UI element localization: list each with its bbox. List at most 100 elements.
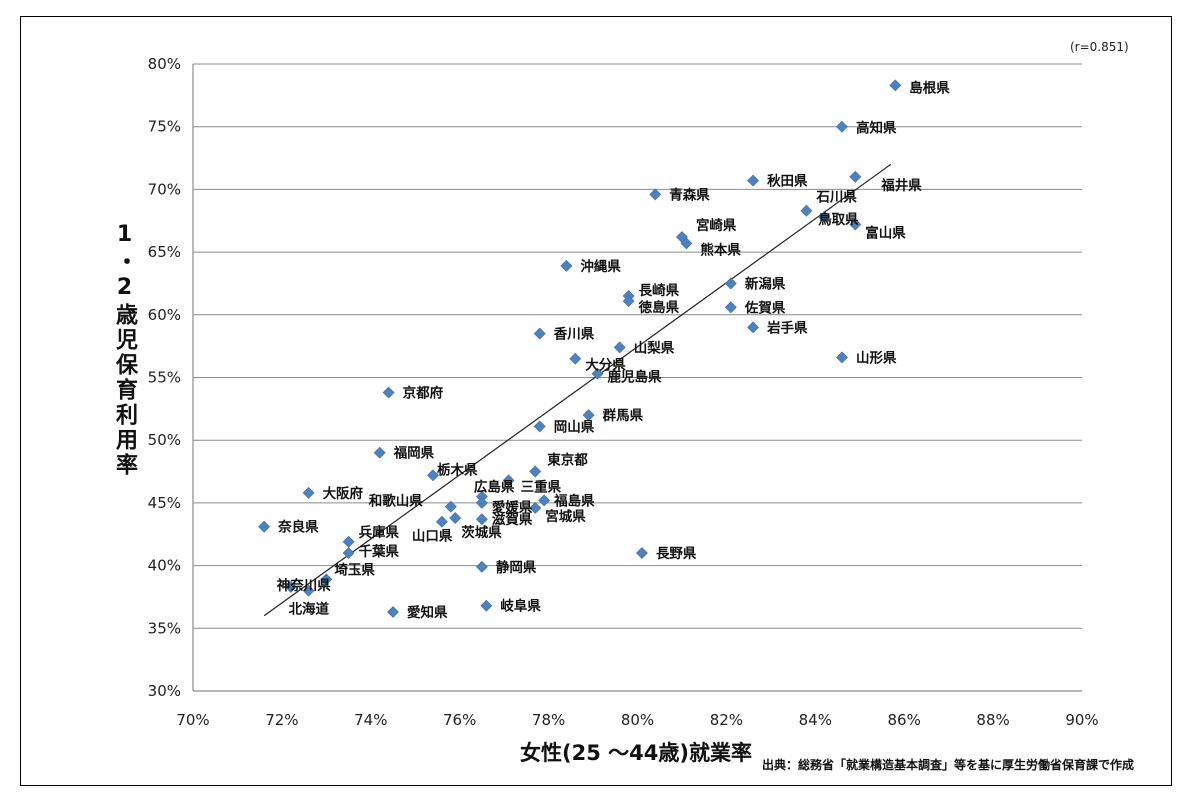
y-tick-label: 40% bbox=[148, 557, 181, 575]
data-point bbox=[302, 584, 315, 597]
gridlines bbox=[193, 63, 1082, 629]
y-axis-label: 1・2歳児保育利用率 bbox=[112, 222, 137, 478]
data-point bbox=[747, 174, 759, 187]
y-tick-label: 80% bbox=[148, 55, 181, 73]
point-label: 新潟県 bbox=[745, 275, 786, 292]
point-label: 福岡県 bbox=[393, 445, 435, 462]
point-label: 大分県 bbox=[585, 357, 626, 374]
x-tick-label: 72% bbox=[265, 711, 298, 729]
point-label: 栃木県 bbox=[437, 461, 478, 478]
point-label: 福島県 bbox=[553, 492, 595, 509]
x-tick-label: 74% bbox=[354, 711, 387, 729]
chart-frame bbox=[20, 16, 1172, 786]
data-point bbox=[342, 547, 355, 559]
data-point bbox=[476, 560, 488, 573]
x-axis-label: 女性(25 ～44歳)就業率 bbox=[520, 741, 752, 765]
point-label: 京都府 bbox=[403, 385, 444, 402]
point-label: 山梨県 bbox=[634, 339, 675, 356]
x-tick-label: 88% bbox=[976, 711, 1009, 729]
point-label: 宮城県 bbox=[545, 508, 586, 525]
point-label: 島根県 bbox=[909, 79, 950, 96]
data-point bbox=[533, 327, 546, 340]
point-label: 兵庫県 bbox=[359, 524, 400, 541]
point-label: 広島県 bbox=[474, 479, 515, 496]
data-point bbox=[724, 277, 737, 290]
point-label: 愛知県 bbox=[407, 604, 448, 621]
data-point bbox=[569, 352, 582, 365]
data-point bbox=[480, 599, 493, 612]
y-tick-label: 75% bbox=[148, 118, 181, 136]
source-note: 出典：総務省「就業構造基本調査」等を基に厚生労働省保育課で作成 bbox=[762, 758, 1135, 772]
point-label: 静岡県 bbox=[496, 559, 537, 576]
x-tick-label: 76% bbox=[443, 711, 476, 729]
x-tick-label: 84% bbox=[799, 711, 832, 729]
point-label: 岡山県 bbox=[554, 419, 595, 435]
data-point bbox=[502, 474, 515, 487]
data-point bbox=[591, 367, 604, 380]
point-label: 滋賀県 bbox=[492, 511, 533, 528]
point-label: 愛媛県 bbox=[492, 499, 533, 516]
data-point bbox=[622, 295, 635, 307]
data-point bbox=[320, 573, 333, 586]
point-label: 宮崎県 bbox=[696, 217, 737, 234]
point-label: 神奈川県 bbox=[277, 577, 331, 594]
point-label: 和歌山県 bbox=[369, 493, 423, 510]
x-tick-label: 90% bbox=[1065, 711, 1098, 729]
x-tick-label: 80% bbox=[621, 711, 654, 729]
point-label: 青森県 bbox=[669, 186, 710, 203]
correlation-label: (r=0.851) bbox=[1070, 40, 1129, 54]
y-tick-label: 45% bbox=[148, 494, 181, 512]
point-label: 奈良県 bbox=[277, 519, 319, 536]
data-point bbox=[836, 351, 848, 364]
data-point bbox=[849, 218, 862, 231]
point-label: 石川県 bbox=[815, 190, 857, 206]
y-tick-label: 65% bbox=[148, 243, 181, 261]
data-point bbox=[836, 120, 848, 133]
data-point bbox=[444, 500, 457, 513]
y-tick-label: 60% bbox=[148, 306, 181, 324]
point-label: 東京都 bbox=[547, 452, 588, 469]
data-point bbox=[560, 259, 573, 272]
data-point bbox=[284, 580, 297, 593]
data-point bbox=[818, 211, 831, 223]
point-label: 福井県 bbox=[880, 177, 922, 194]
data-point bbox=[649, 188, 662, 201]
data-point bbox=[889, 79, 902, 92]
point-label: 長野県 bbox=[656, 546, 697, 562]
data-points bbox=[258, 79, 902, 618]
point-label: 千葉県 bbox=[359, 543, 400, 560]
data-point bbox=[529, 501, 542, 514]
data-point bbox=[427, 469, 439, 482]
y-tick-label: 30% bbox=[148, 682, 181, 700]
point-label: 山形県 bbox=[856, 350, 897, 366]
point-label: 沖縄県 bbox=[580, 258, 621, 275]
point-label: 鳥取県 bbox=[818, 211, 859, 228]
data-point bbox=[258, 520, 271, 533]
point-label: 大阪府 bbox=[323, 485, 364, 502]
data-point bbox=[849, 170, 862, 183]
trendline bbox=[263, 163, 892, 617]
point-label: 徳島県 bbox=[638, 299, 680, 316]
y-tick-label: 35% bbox=[148, 619, 181, 637]
y-tick-label: 50% bbox=[148, 431, 181, 449]
data-point bbox=[382, 386, 395, 399]
point-label: 香川県 bbox=[553, 326, 595, 343]
data-point bbox=[529, 465, 542, 478]
axes bbox=[192, 64, 1082, 692]
data-point bbox=[435, 515, 448, 528]
data-point bbox=[387, 606, 399, 618]
data-point bbox=[747, 321, 759, 334]
x-tick-label: 82% bbox=[710, 711, 743, 729]
point-label: 茨城県 bbox=[461, 524, 502, 541]
x-tick-label: 78% bbox=[532, 711, 565, 729]
point-label: 群馬県 bbox=[602, 407, 644, 424]
point-label: 長崎県 bbox=[639, 282, 680, 299]
data-point bbox=[613, 341, 626, 354]
trendline-layer bbox=[263, 163, 892, 617]
point-label: 埼玉県 bbox=[334, 561, 375, 578]
point-label: 高知県 bbox=[856, 120, 897, 137]
data-point bbox=[342, 535, 355, 548]
data-point bbox=[800, 204, 813, 217]
point-label: 熊本県 bbox=[700, 241, 741, 258]
